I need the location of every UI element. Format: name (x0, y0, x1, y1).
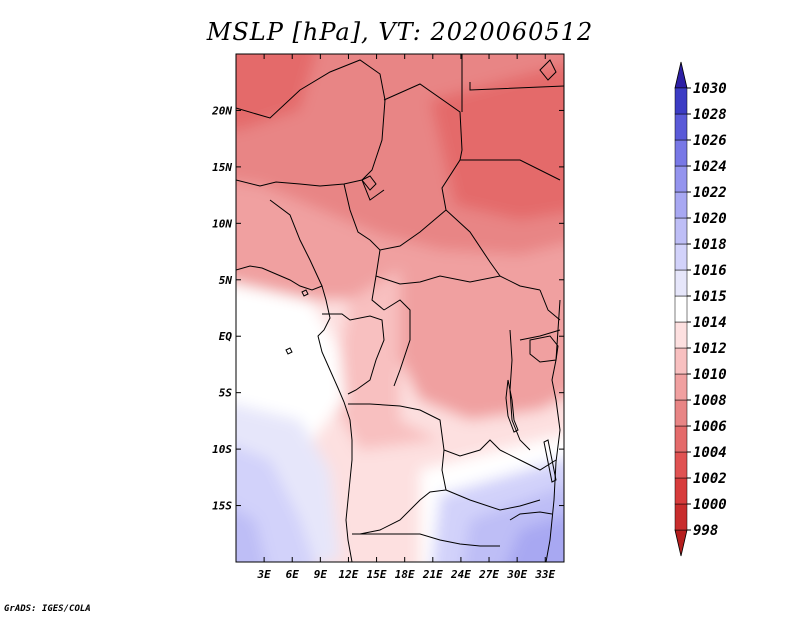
colorbar-segment (674, 321, 688, 349)
colorbar-label: 1006 (693, 419, 727, 435)
colorbar-label: 1000 (693, 497, 727, 513)
lat-tick-label: 20N (211, 104, 232, 117)
colorbar-segment (674, 477, 688, 505)
country-boundaries (236, 54, 564, 562)
lon-tick-label: 33E (534, 568, 555, 581)
lat-tick-label: 10S (212, 443, 232, 456)
colorbar-label: 1024 (693, 159, 727, 175)
colorbar-segment (674, 503, 688, 531)
lon-tick-label: 3E (256, 568, 271, 581)
lon-tick-label: 18E (395, 568, 415, 581)
lon-tick-label: 9E (314, 568, 328, 581)
lat-tick-label: 5N (219, 274, 233, 287)
colorbar-label: 1028 (693, 107, 727, 123)
lat-tick-label: 15S (212, 500, 232, 513)
colorbar-label: 1026 (693, 133, 727, 149)
colorbar-segment (674, 399, 688, 427)
pressure-field (236, 54, 564, 562)
colorbar-label: 1016 (693, 263, 727, 279)
colorbar-segment (674, 217, 688, 245)
plot-frame (235, 53, 565, 563)
lon-tick-label: 30E (506, 568, 527, 581)
colorbar: 998 1000 1002 1004 1006 1008 1010 1012 1014 1015 1… (674, 61, 727, 557)
colorbar-label: 1030 (693, 81, 727, 97)
lon-tick-label: 27E (478, 568, 499, 581)
colorbar-label: 1020 (693, 211, 727, 227)
colorbar-label: 1018 (693, 237, 727, 253)
colorbar-segment (674, 373, 688, 401)
colorbar-label: 1008 (693, 393, 727, 409)
colorbar-label: 1004 (693, 445, 727, 461)
lat-tick-label: 15N (212, 161, 232, 174)
axis-layer: 20N 15N 10N 5N EQ 5S 10S 15S 3E 6E 9E 12E 15E 18E 21E 2… (211, 54, 564, 581)
map-title: MSLP [hPa], VT: 2020060512 (206, 18, 594, 46)
lon-tick-label: 15E (367, 568, 387, 581)
colorbar-segment (674, 425, 688, 453)
lon-tick-label: 12E (339, 568, 359, 581)
colorbar-label: 1012 (693, 341, 727, 357)
lon-tick-label: 24E (450, 568, 471, 581)
colorbar-segment (674, 269, 688, 297)
lat-tick-label: 10N (212, 217, 232, 230)
colorbar-segment (674, 451, 688, 479)
footer-credit: GrADS: IGES/COLA (4, 604, 91, 614)
colorbar-label: 1010 (693, 367, 727, 383)
colorbar-label: 998 (693, 523, 718, 539)
lon-tick-label: 6E (286, 568, 300, 581)
colorbar-segment (674, 113, 688, 141)
colorbar-min-triangle (674, 529, 688, 557)
colorbar-label: 1014 (693, 315, 727, 331)
colorbar-label: 1002 (693, 471, 727, 487)
colorbar-segment (674, 139, 688, 167)
colorbar-segment (674, 165, 688, 193)
colorbar-label: 1015 (693, 289, 727, 305)
colorbar-segment (674, 243, 688, 271)
colorbar-label: 1022 (693, 185, 727, 201)
colorbar-max-triangle (674, 61, 688, 89)
colorbar-segment (674, 191, 688, 219)
colorbar-segment (674, 347, 688, 375)
lon-tick-label: 21E (422, 568, 443, 581)
colorbar-segment (674, 87, 688, 115)
colorbar-segment (674, 295, 688, 323)
lat-tick-label: 5S (219, 387, 233, 400)
lat-tick-label: EQ (219, 330, 233, 343)
